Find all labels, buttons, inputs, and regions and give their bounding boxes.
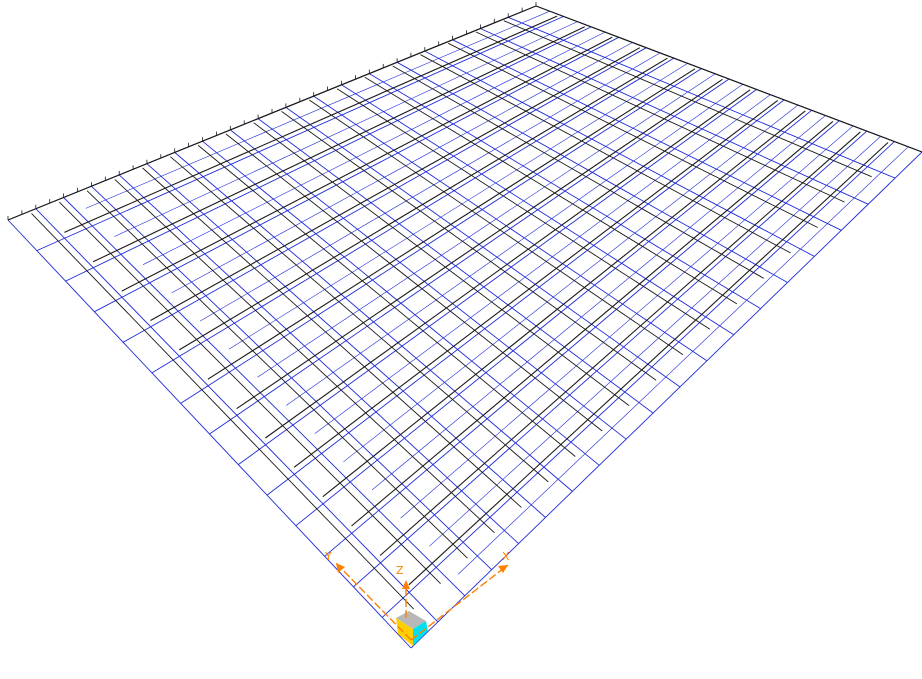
black-beam-mesh	[7, 2, 922, 610]
blue-grid-subline	[286, 83, 743, 406]
y-axis-line	[335, 562, 412, 641]
x-axis-label: X	[502, 550, 510, 563]
black-beam-line	[265, 89, 751, 439]
blue-grid-subline	[114, 21, 578, 237]
blue-grid-subline	[371, 115, 826, 491]
black-beam-line	[364, 76, 738, 305]
black-beam-line	[503, 20, 872, 178]
blue-grid-subline	[142, 31, 606, 265]
black-beam-line	[322, 110, 806, 498]
black-beam-line	[309, 99, 684, 356]
blue-grid-subline	[314, 94, 771, 434]
axis-cube-icon	[396, 611, 428, 646]
blue-grid-subline	[457, 146, 909, 575]
blue-grid-line	[151, 57, 675, 374]
blue-grid-line	[266, 99, 785, 496]
black-beam-line	[31, 213, 415, 610]
x-axis-line	[410, 564, 509, 641]
blue-grid-subline	[200, 52, 661, 322]
black-beam-line	[379, 131, 861, 556]
y-axis-arrow-icon	[336, 563, 345, 573]
y-axis-label: Y	[324, 550, 332, 563]
black-beam-line	[142, 167, 522, 508]
blue-grid-line	[381, 141, 895, 618]
blue-grid-subline	[429, 136, 881, 547]
black-beam-line	[351, 120, 834, 527]
black-beam-line	[336, 88, 711, 330]
black-beam-line	[170, 156, 549, 483]
blue-grid-mesh	[7, 5, 922, 649]
blue-grid-subline	[343, 104, 799, 463]
blue-grid-line	[295, 109, 812, 527]
black-beam-edge	[535, 5, 922, 153]
blue-grid-line	[94, 36, 619, 313]
x-axis-arrow-icon	[498, 565, 508, 573]
black-beam-line	[150, 47, 641, 321]
black-beam-line	[420, 54, 791, 254]
blue-grid-line	[353, 130, 868, 588]
blue-grid-line	[238, 89, 757, 465]
blue-grid-line	[410, 151, 922, 649]
blue-grid-line	[324, 120, 840, 557]
axis-triad: X Y Z	[324, 550, 510, 646]
blue-grid-line	[65, 26, 592, 282]
black-beam-line	[408, 142, 889, 586]
blue-grid-subline	[400, 125, 854, 519]
blue-grid-line	[209, 78, 730, 435]
z-axis-label: Z	[396, 564, 404, 577]
black-beam-line	[447, 42, 818, 228]
black-beam-line	[86, 190, 468, 559]
black-beam-line	[92, 26, 585, 263]
black-beam-line	[225, 133, 603, 432]
black-beam-line	[392, 65, 765, 279]
z-axis-arrow-icon	[402, 580, 410, 589]
black-beam-line	[207, 68, 696, 380]
black-beam-line	[236, 78, 723, 410]
black-beam-line	[253, 122, 630, 406]
black-beam-line	[475, 31, 845, 203]
black-beam-line	[121, 36, 613, 292]
black-beam-line	[178, 57, 668, 351]
black-beam-line	[281, 111, 657, 381]
blue-grid-line	[180, 68, 702, 404]
black-beam-line	[64, 15, 558, 233]
blue-grid-line	[122, 47, 647, 343]
blue-grid-line	[36, 15, 564, 252]
axis-cube-top	[396, 611, 426, 629]
black-beam-line	[293, 99, 779, 468]
blue-grid-subline	[85, 10, 550, 209]
blue-grid-subline	[257, 73, 716, 378]
black-beam-line	[58, 201, 441, 585]
black-beam-line	[197, 145, 576, 457]
black-beam-line	[114, 179, 495, 534]
blue-grid-subline	[228, 63, 688, 350]
blue-grid-subline	[171, 42, 633, 294]
axis-cube-left	[396, 618, 413, 646]
